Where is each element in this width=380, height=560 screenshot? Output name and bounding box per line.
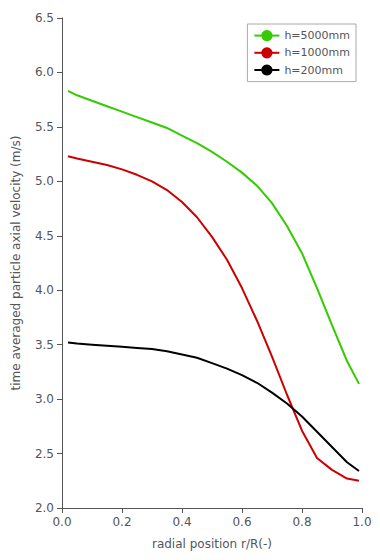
svg-text:time averaged particle axial v: time averaged particle axial velocity (m… [9,136,23,391]
svg-text:h=5000mm: h=5000mm [284,29,350,42]
svg-text:h=200mm: h=200mm [284,64,343,77]
svg-text:6.0: 6.0 [35,65,54,79]
svg-text:0.0: 0.0 [52,515,71,529]
svg-text:4.5: 4.5 [35,229,54,243]
svg-text:5.0: 5.0 [35,174,54,188]
svg-text:0.2: 0.2 [112,515,131,529]
svg-text:3.5: 3.5 [35,338,54,352]
svg-text:6.5: 6.5 [35,11,54,25]
svg-text:0.4: 0.4 [172,515,191,529]
svg-text:3.0: 3.0 [35,392,54,406]
svg-text:0.8: 0.8 [292,515,311,529]
svg-text:radial position r/R(-): radial position r/R(-) [152,537,272,551]
svg-text:1.0: 1.0 [352,515,371,529]
svg-text:2.5: 2.5 [35,447,54,461]
svg-text:0.6: 0.6 [232,515,251,529]
svg-text:4.0: 4.0 [35,283,54,297]
svg-text:2.0: 2.0 [35,501,54,515]
svg-text:5.5: 5.5 [35,120,54,134]
svg-text:h=1000mm: h=1000mm [284,46,350,59]
